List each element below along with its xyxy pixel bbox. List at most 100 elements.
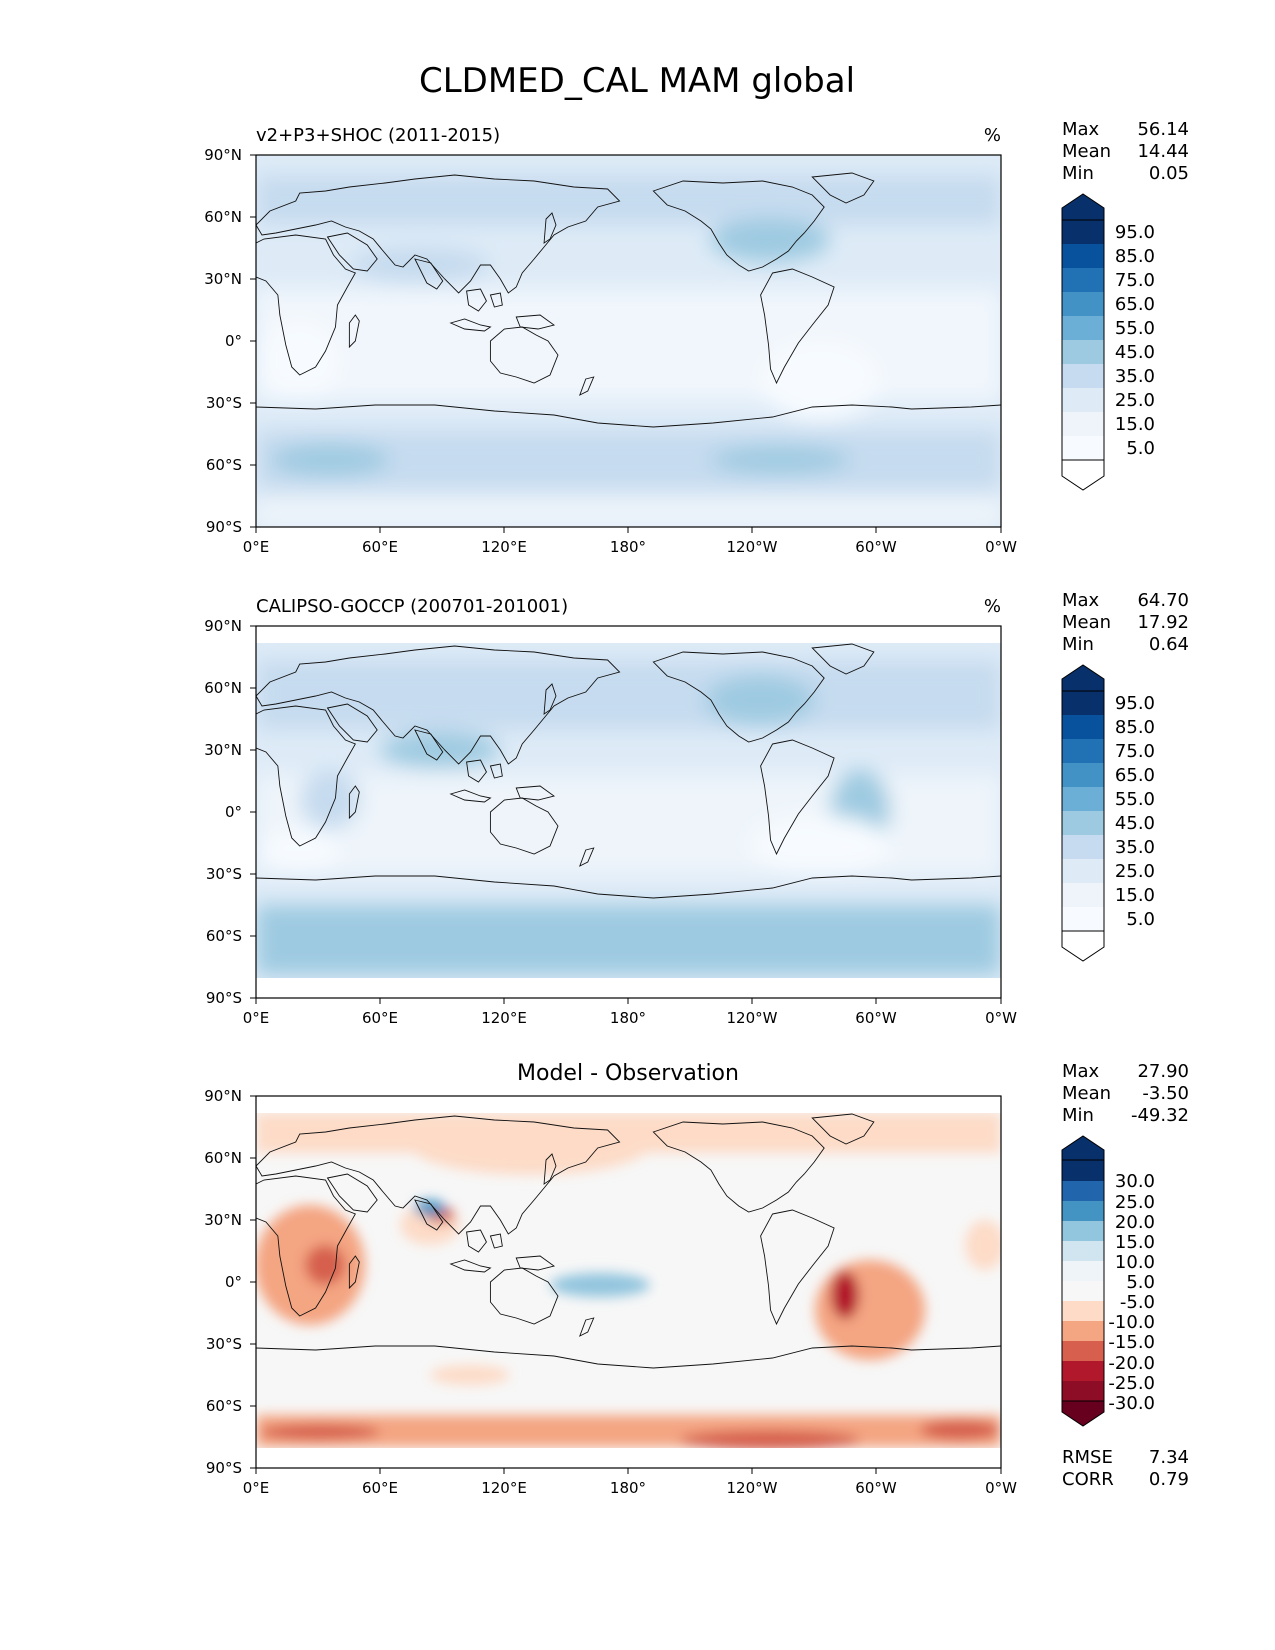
lon-tick-label: 0°E [243,538,270,556]
colorbar: 30.0 25.0 20.0 15.0 10.0 5.0 -5.0 -10.0 … [1061,1135,1155,1427]
colorbar-label: -5.0 [1120,1292,1155,1313]
stat-value: 14.44 [1137,141,1189,162]
colorbar-label: 65.0 [1115,765,1155,786]
colorbar-label: 85.0 [1115,717,1155,738]
colorbar-label: -30.0 [1108,1393,1155,1414]
stat-label: Max [1062,590,1100,611]
colorbar-label: 25.0 [1115,861,1155,882]
lon-ticks: 0°E 60°E 120°E 180° 120°W 60°W 0°W [243,998,1017,1027]
lon-tick-label: 0°W [985,538,1017,556]
lon-tick-label: 60°W [855,538,897,556]
stat-label: Max [1062,1061,1100,1082]
colorbar-label: 35.0 [1115,837,1155,858]
colorbar: 95.0 85.0 75.0 65.0 55.0 45.0 35.0 25.0 … [1061,193,1155,491]
stat-value: -49.32 [1131,1105,1189,1126]
colorbar-label: 45.0 [1115,813,1155,834]
lon-tick-label: 120°E [481,1479,527,1497]
lon-tick-label: 60°W [855,1009,897,1027]
colorbar-label: -10.0 [1108,1312,1155,1333]
lat-tick-label: 0° [225,332,242,350]
lat-tick-label: 0° [225,1273,242,1291]
lon-tick-label: 60°W [855,1479,897,1497]
panel-left-title: CALIPSO-GOCCP (200701-201001) [256,596,568,617]
colorbar-label: 85.0 [1115,246,1155,267]
colorbar-label: 25.0 [1115,1192,1155,1213]
lat-ticks: 90°N 60°N 30°N 0° 30°S 60°S 90°S [204,146,256,536]
colorbar-label: 75.0 [1115,741,1155,762]
lon-tick-label: 120°E [481,1009,527,1027]
colorbar-label: -25.0 [1108,1373,1155,1394]
map-field [256,626,1001,998]
metric-label: CORR [1062,1469,1114,1490]
stat-value: 0.64 [1149,634,1189,655]
lon-tick-label: 60°E [362,538,398,556]
lon-tick-label: 120°W [727,1479,778,1497]
figure-title: CLDMED_CAL MAM global [419,61,855,101]
lat-tick-label: 90°S [206,989,242,1007]
metric-value: 7.34 [1149,1447,1189,1468]
lat-tick-label: 60°S [206,927,242,945]
colorbar-label: 95.0 [1115,222,1155,243]
stat-value: -3.50 [1142,1083,1189,1104]
lat-tick-label: 30°S [206,394,242,412]
colorbar-label: -15.0 [1108,1332,1155,1353]
colorbar-label: 5.0 [1126,438,1155,459]
panel-units: % [984,125,1001,146]
lat-tick-label: 30°N [204,741,242,759]
stat-label: Mean [1062,141,1111,162]
lat-tick-label: 60°N [204,1149,242,1167]
stat-value: 64.70 [1137,590,1189,611]
stat-value: 17.92 [1137,612,1189,633]
lon-tick-label: 180° [610,1009,646,1027]
lat-tick-label: 90°S [206,1459,242,1477]
lon-tick-label: 60°E [362,1479,398,1497]
metric-value: 0.79 [1149,1469,1189,1490]
lat-tick-label: 30°S [206,865,242,883]
stat-label: Min [1062,163,1094,184]
lon-ticks: 0°E 60°E 120°E 180° 120°W 60°W 0°W [243,527,1017,556]
stats-block: Max 56.14 Mean 14.44 Min 0.05 [1062,119,1189,184]
lon-tick-label: 0°W [985,1009,1017,1027]
colorbar-label: 20.0 [1115,1212,1155,1233]
lat-tick-label: 90°N [204,1087,242,1105]
lon-tick-label: 0°E [243,1479,270,1497]
lat-tick-label: 90°N [204,146,242,164]
lat-tick-label: 60°S [206,456,242,474]
colorbar-label: 65.0 [1115,294,1155,315]
lon-tick-label: 120°E [481,538,527,556]
lat-ticks: 90°N 60°N 30°N 0° 30°S 60°S 90°S [204,617,256,1007]
colorbar-label: -20.0 [1108,1353,1155,1374]
colorbar-label: 15.0 [1115,1232,1155,1253]
lat-tick-label: 90°N [204,617,242,635]
colorbar: 95.0 85.0 75.0 65.0 55.0 45.0 35.0 25.0 … [1061,664,1155,962]
colorbar-label: 35.0 [1115,366,1155,387]
colorbar-label: 15.0 [1115,414,1155,435]
stat-label: Mean [1062,612,1111,633]
colorbar-label: 10.0 [1115,1252,1155,1273]
metric-label: RMSE [1062,1447,1113,1468]
lat-tick-label: 30°N [204,270,242,288]
stat-label: Max [1062,119,1100,140]
lat-ticks: 90°N 60°N 30°N 0° 30°S 60°S 90°S [204,1087,256,1477]
stat-label: Min [1062,1105,1094,1126]
panel-center-title: Model - Observation [517,1061,739,1086]
lon-ticks: 0°E 60°E 120°E 180° 120°W 60°W 0°W [243,1468,1017,1497]
map-field [256,155,1001,527]
stats-block: Max 27.90 Mean -3.50 Min -49.32 [1062,1061,1189,1126]
colorbar-label: 30.0 [1115,1171,1155,1192]
colorbar-label: 45.0 [1115,342,1155,363]
lat-tick-label: 30°N [204,1211,242,1229]
lat-tick-label: 0° [225,803,242,821]
stat-value: 56.14 [1137,119,1189,140]
lat-tick-label: 30°S [206,1335,242,1353]
colorbar-label: 5.0 [1126,909,1155,930]
stats-block: Max 64.70 Mean 17.92 Min 0.64 [1062,590,1189,655]
panel-difference: Model - Observation [204,1061,1189,1497]
lon-tick-label: 120°W [727,538,778,556]
stat-label: Min [1062,634,1094,655]
lon-tick-label: 0°E [243,1009,270,1027]
lat-tick-label: 60°S [206,1397,242,1415]
colorbar-label: 25.0 [1115,390,1155,411]
colorbar-label: 15.0 [1115,885,1155,906]
